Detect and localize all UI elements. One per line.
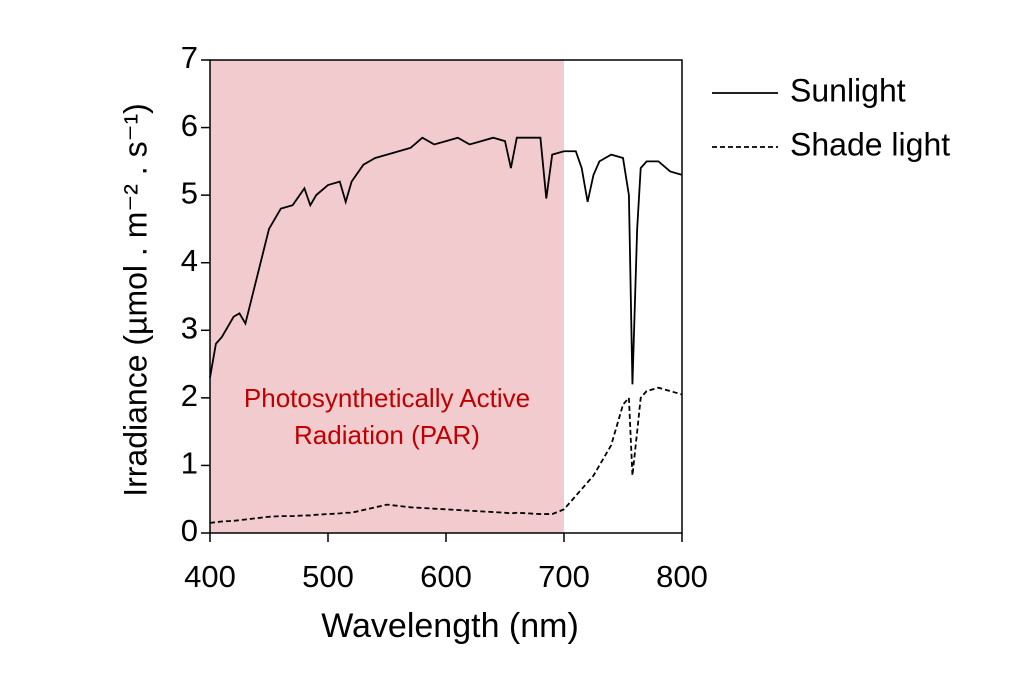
y-tick-label: 1 [181, 446, 198, 481]
x-axis-label: Wavelength (nm) [321, 607, 579, 645]
x-tick-label: 800 [656, 559, 708, 594]
series-line [209, 386, 683, 524]
legend-label: Shade light [790, 126, 950, 162]
y-tick-label: 5 [181, 175, 198, 210]
annotation: Photosynthetically Active [244, 383, 530, 413]
x-tick-label: 500 [302, 559, 354, 594]
y-tick-label: 4 [181, 243, 198, 278]
y-tick-label: 6 [181, 108, 198, 143]
legend-label: Sunlight [790, 72, 906, 108]
y-tick-label: 7 [181, 40, 198, 75]
x-tick-label: 400 [184, 559, 236, 594]
shaded-region [210, 60, 564, 533]
y-tick-label: 2 [181, 378, 198, 413]
y-tick-label: 3 [181, 310, 198, 345]
x-tick-label: 700 [538, 559, 590, 594]
y-tick-label: 0 [181, 513, 198, 548]
series-line [209, 136, 683, 385]
y-axis-label: Irradiance (µmol . m⁻² . s⁻¹) [117, 103, 153, 497]
x-tick-label: 600 [420, 559, 472, 594]
annotation: Radiation (PAR) [294, 420, 480, 450]
